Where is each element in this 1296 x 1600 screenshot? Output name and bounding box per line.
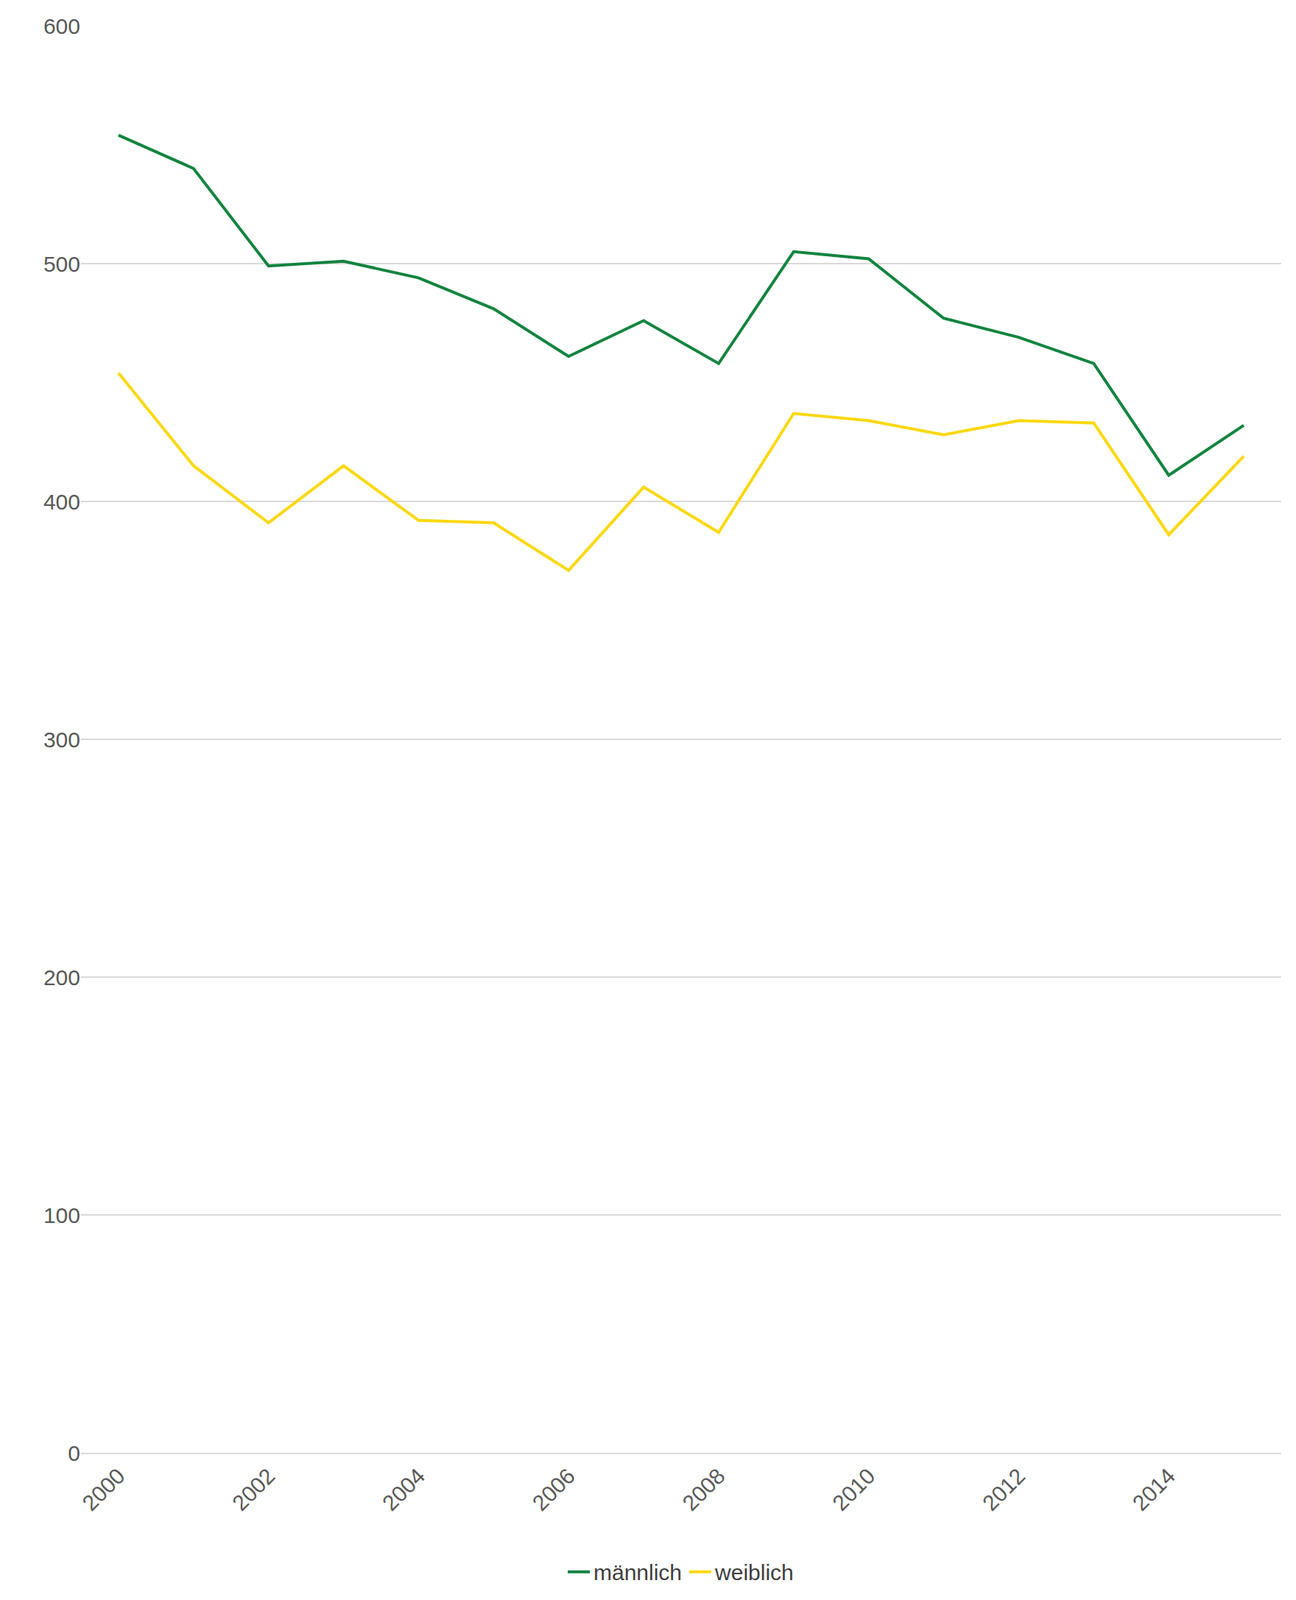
svg-text:2008: 2008 [677, 1463, 730, 1517]
svg-text:männlich: männlich [593, 1560, 682, 1585]
svg-text:weiblich: weiblich [714, 1560, 794, 1585]
svg-text:500: 500 [43, 251, 81, 277]
svg-text:400: 400 [43, 489, 81, 514]
svg-text:2006: 2006 [527, 1463, 581, 1517]
svg-text:600: 600 [43, 13, 81, 39]
svg-text:0: 0 [67, 1441, 81, 1466]
svg-text:300: 300 [43, 727, 81, 752]
svg-text:2010: 2010 [827, 1463, 880, 1517]
svg-text:2012: 2012 [977, 1463, 1031, 1517]
svg-text:200: 200 [43, 965, 81, 990]
svg-text:100: 100 [43, 1203, 81, 1228]
svg-text:2000: 2000 [77, 1463, 130, 1517]
svg-text:2014: 2014 [1128, 1463, 1181, 1517]
svg-text:2002: 2002 [227, 1463, 280, 1517]
svg-text:2004: 2004 [377, 1463, 431, 1517]
